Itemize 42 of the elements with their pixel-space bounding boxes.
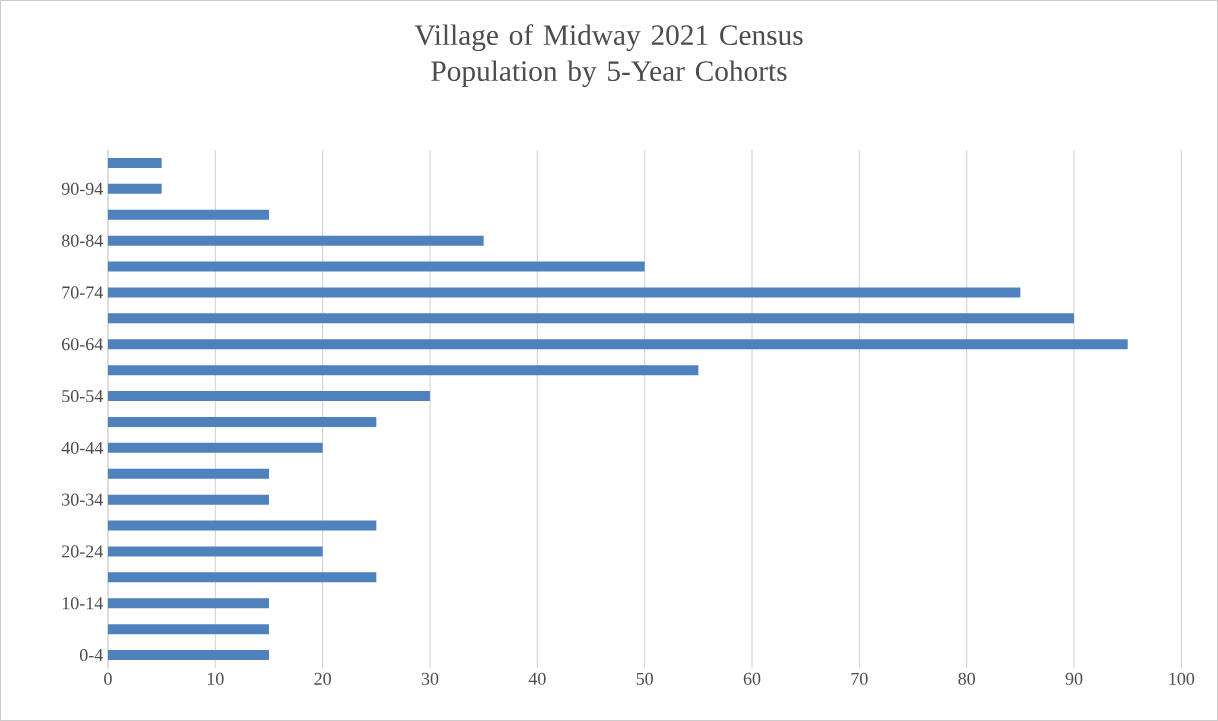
bar — [107, 416, 377, 427]
bar — [107, 546, 323, 557]
chart-title: Village of Midway 2021 Census Population by 5-Year Cohorts — [414, 24, 803, 88]
bar — [107, 442, 323, 453]
bar — [107, 209, 269, 220]
y-tick-label: 50-54 — [62, 389, 103, 403]
y-tick-label: 90-94 — [61, 182, 103, 195]
x-tick-label: 90 — [1065, 672, 1083, 685]
x-tick-label: 80 — [958, 672, 976, 685]
y-tick-label: 20-24 — [62, 545, 103, 558]
y-tick-label: 30-34 — [62, 493, 103, 506]
bar — [107, 313, 1075, 324]
bar — [107, 572, 377, 583]
y-tick-label: 10-14 — [62, 597, 103, 610]
x-tick-label: 50 — [636, 672, 653, 685]
y-tick-label: 70-74 — [62, 286, 103, 299]
x-tick-label: 20 — [314, 672, 331, 685]
bar — [107, 183, 162, 194]
bar — [107, 391, 430, 402]
x-tick-label: 40 — [528, 672, 546, 685]
x-tick-label: 60 — [743, 672, 761, 685]
x-tick-label: 100 — [1169, 672, 1195, 685]
bar — [107, 287, 1021, 298]
bar — [107, 261, 645, 272]
x-tick-label: 0 — [104, 672, 112, 685]
x-tick-label: 30 — [421, 672, 439, 685]
y-tick-label: 60-64 — [62, 338, 103, 351]
bar — [107, 365, 699, 376]
y-tick-label: 40-44 — [61, 441, 103, 454]
bar — [107, 339, 1128, 350]
bar — [107, 598, 269, 609]
bar — [107, 235, 484, 246]
bar — [107, 624, 269, 635]
bar — [107, 494, 269, 505]
bar — [107, 468, 269, 479]
y-tick-label: 80-84 — [61, 234, 103, 247]
x-tick-label: 70 — [851, 672, 868, 685]
y-tick-label: 0-4 — [79, 648, 103, 662]
bar — [107, 650, 269, 661]
bar — [107, 157, 162, 168]
x-tick-label: 10 — [207, 672, 224, 685]
bar — [107, 520, 377, 531]
